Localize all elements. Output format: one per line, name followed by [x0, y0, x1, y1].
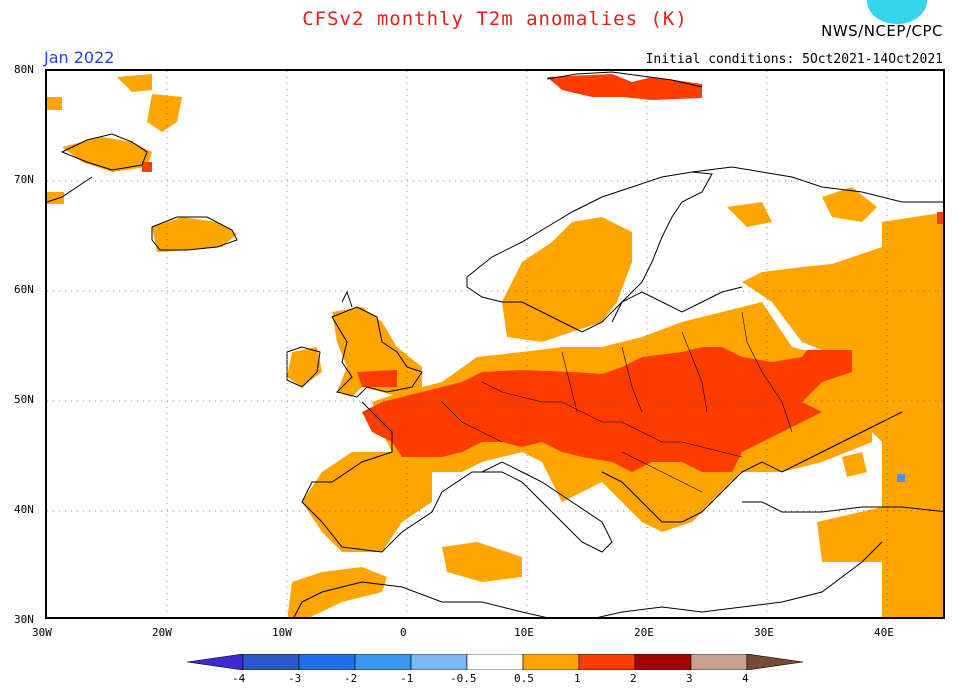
graticule: [47, 71, 943, 617]
lat-label-60n: 60N: [14, 283, 34, 296]
colorbar-label: 4: [742, 672, 749, 685]
lon-label-30e: 30E: [754, 626, 774, 639]
anomaly-fill-orange: [47, 74, 943, 617]
colorbar-arrow-right: [746, 654, 804, 670]
organization-label: NWS/NCEP/CPC: [821, 22, 943, 40]
colorbar: [187, 654, 804, 670]
initial-conditions: Initial conditions: 5Oct2021-14Oct2021: [645, 52, 943, 67]
colorbar-segment: [466, 654, 524, 670]
lon-label-10e: 10E: [514, 626, 534, 639]
lon-label-0: 0: [400, 626, 407, 639]
map-svg: [47, 71, 943, 617]
lon-label-30w: 30W: [32, 626, 52, 639]
lon-label-10w: 10W: [272, 626, 292, 639]
coastlines: [47, 71, 943, 617]
colorbar-segment: [242, 654, 300, 670]
colorbar-label: 1: [574, 672, 581, 685]
country-borders: [441, 311, 793, 493]
lon-label-20w: 20W: [152, 626, 172, 639]
colorbar-segment: [298, 654, 356, 670]
colorbar-label: 3: [686, 672, 693, 685]
lat-label-70n: 70N: [14, 173, 34, 186]
colorbar-segment: [522, 654, 580, 670]
lon-label-20e: 20E: [634, 626, 654, 639]
colorbar-label: -3: [288, 672, 302, 685]
lon-label-40e: 40E: [874, 626, 894, 639]
colorbar-label: -4: [232, 672, 246, 685]
colorbar-segment: [410, 654, 468, 670]
colorbar-segment: [578, 654, 636, 670]
lat-label-30n: 30N: [14, 613, 34, 626]
colorbar-segment: [690, 654, 748, 670]
colorbar-segment: [354, 654, 412, 670]
anomaly-fill-red: [142, 74, 943, 472]
lat-label-40n: 40N: [14, 503, 34, 516]
colorbar-label: 0.5: [514, 672, 534, 685]
forecast-month: Jan 2022: [44, 48, 115, 67]
colorbar-label: 2: [630, 672, 637, 685]
colorbar-label: -0.5: [450, 672, 477, 685]
map-title: CFSv2 monthly T2m anomalies (K): [302, 8, 688, 30]
colorbar-label: -2: [344, 672, 358, 685]
colorbar-label: -1: [400, 672, 414, 685]
colorbar-segment: [634, 654, 692, 670]
map-area: [45, 69, 945, 619]
anomaly-fill-blue: [897, 474, 905, 482]
lat-label-80n: 80N: [14, 63, 34, 76]
colorbar-arrow-left: [187, 654, 244, 670]
lat-label-50n: 50N: [14, 393, 34, 406]
